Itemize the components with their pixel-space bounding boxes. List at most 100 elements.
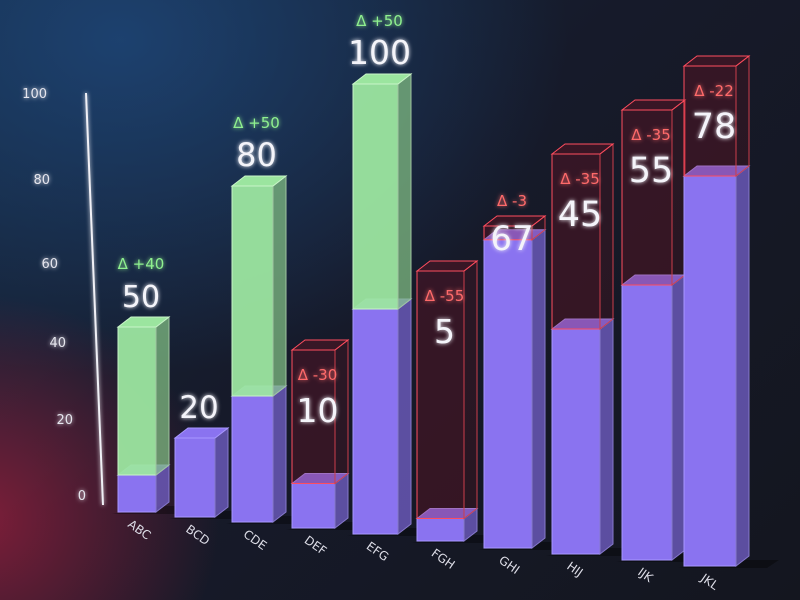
bar-labels: 50 Δ +40 20 80 Δ +50 10 Δ -30 100 Δ +50 5 Δ -55 67 Δ… bbox=[118, 12, 737, 430]
bar-base-segment bbox=[620, 273, 687, 562]
y-axis: 0 20 40 60 80 100 bbox=[22, 87, 104, 506]
x-tick-label: BCD bbox=[183, 522, 212, 548]
delta-label: Δ -22 bbox=[694, 82, 734, 100]
bar-base-segment bbox=[550, 317, 615, 556]
bar-base-segment-front bbox=[231, 395, 274, 523]
bar-decrease-ghost-front bbox=[291, 349, 336, 484]
bar-base-segment-side bbox=[671, 273, 686, 562]
bar-base-segment-front bbox=[483, 239, 533, 549]
bar-JKL bbox=[682, 54, 751, 568]
bar-base-segment-side bbox=[214, 426, 229, 519]
x-tick-label: ABC bbox=[125, 517, 153, 543]
x-tick-label: GHI bbox=[496, 553, 522, 577]
bar-base-segment bbox=[415, 507, 479, 543]
bar-base-segment-side bbox=[735, 164, 750, 568]
bar-increase-segment bbox=[230, 174, 288, 398]
bar-decrease-ghost bbox=[415, 259, 479, 520]
value-label: 80 bbox=[236, 136, 277, 174]
bar-decrease-ghost bbox=[290, 338, 350, 485]
bar-decrease-ghost-front bbox=[551, 153, 601, 330]
delta-label: Δ -55 bbox=[425, 287, 465, 305]
delta-label: Δ -30 bbox=[298, 366, 338, 384]
bar-base-segment bbox=[482, 228, 547, 550]
bar-increase-segment-side bbox=[155, 315, 170, 477]
bar-increase-segment bbox=[116, 315, 171, 477]
bar-base-segment-front bbox=[174, 437, 216, 518]
bar-base-segment-top bbox=[173, 427, 230, 439]
delta-label: Δ -35 bbox=[560, 170, 600, 188]
bar-decrease-ghost-side bbox=[671, 98, 686, 287]
bar-base-segment bbox=[351, 297, 413, 536]
x-tick-label: EFG bbox=[364, 539, 392, 564]
delta-label: Δ +40 bbox=[118, 255, 165, 273]
bar-decrease-ghost-top bbox=[482, 215, 547, 227]
bar-decrease-ghost bbox=[550, 142, 615, 331]
bar-increase-segment-top bbox=[116, 316, 171, 328]
bar-base-segment-front bbox=[551, 328, 601, 555]
y-tick-label: 40 bbox=[49, 336, 66, 351]
bar-base-segment-front bbox=[352, 308, 399, 535]
x-tick-label: JKL bbox=[697, 570, 721, 593]
bar-HIJ bbox=[550, 142, 615, 556]
bar-decrease-ghost-top bbox=[415, 260, 479, 272]
bars bbox=[116, 54, 751, 568]
bar-base-segment-front bbox=[291, 483, 336, 529]
delta-label: Δ -3 bbox=[497, 192, 527, 210]
bar-base-segment-side bbox=[397, 297, 412, 536]
bar-decrease-ghost-top bbox=[550, 143, 615, 155]
value-label: 45 bbox=[558, 195, 603, 235]
bar-increase-segment-side bbox=[397, 72, 412, 311]
y-tick-label: 20 bbox=[56, 413, 73, 428]
y-tick-label: 60 bbox=[41, 257, 58, 272]
bar-decrease-ghost-front bbox=[416, 270, 465, 519]
y-tick-label: 0 bbox=[78, 489, 86, 504]
value-label: 78 bbox=[692, 107, 737, 147]
bar-decrease-ghost-side bbox=[735, 54, 750, 178]
bar-ABC bbox=[116, 315, 171, 514]
bar-decrease-ghost-side bbox=[599, 142, 614, 331]
y-tick-label: 80 bbox=[33, 173, 50, 188]
bar-base-segment bbox=[682, 164, 751, 568]
bar-increase-segment bbox=[351, 72, 413, 311]
x-tick-label: HIJ bbox=[564, 559, 585, 580]
delta-label: Δ +50 bbox=[356, 12, 403, 30]
value-label: 50 bbox=[122, 280, 160, 315]
bar-base-segment-front bbox=[683, 175, 737, 567]
bar-decrease-ghost bbox=[682, 54, 751, 178]
bar-base-segment-side bbox=[599, 317, 614, 556]
bar-base-segment bbox=[230, 384, 288, 524]
bar-decrease-ghost-top bbox=[682, 55, 751, 67]
value-label: 100 bbox=[348, 33, 411, 72]
delta-label: Δ +50 bbox=[233, 114, 280, 132]
bar-base-segment-front bbox=[621, 284, 673, 561]
bar-decrease-ghost bbox=[482, 214, 547, 241]
bar-BCD bbox=[173, 426, 230, 519]
bar-EFG bbox=[351, 72, 413, 536]
bar-increase-segment-front bbox=[231, 185, 274, 397]
bar-increase-segment-side bbox=[272, 174, 287, 398]
bar-base-segment-side bbox=[531, 228, 546, 550]
bar-decrease-ghost bbox=[620, 98, 687, 287]
bar-increase-segment-front bbox=[117, 326, 157, 476]
x-tick-label: IJK bbox=[635, 565, 656, 586]
bar-base-segment bbox=[290, 472, 350, 530]
bar-base-segment-front bbox=[117, 474, 157, 513]
value-label: 20 bbox=[179, 390, 218, 426]
bar-increase-segment-top bbox=[230, 175, 288, 187]
bar-decrease-ghost-top bbox=[290, 339, 350, 351]
value-label: 10 bbox=[297, 391, 339, 430]
value-label: 55 bbox=[629, 151, 674, 191]
delta-label: Δ -35 bbox=[631, 126, 671, 144]
bar-FGH bbox=[415, 259, 479, 543]
bar-DEF bbox=[290, 338, 350, 530]
bar-decrease-ghost-top bbox=[620, 99, 687, 111]
y-tick-label: 100 bbox=[22, 87, 47, 102]
bar-GHI bbox=[482, 214, 547, 550]
y-axis-line bbox=[85, 92, 104, 506]
bar-increase-segment-top bbox=[351, 73, 413, 85]
x-tick-label: FGH bbox=[429, 546, 458, 572]
x-tick-label: CDE bbox=[241, 527, 270, 553]
bar-CDE bbox=[230, 174, 288, 524]
bar-base-segment-front bbox=[416, 518, 465, 542]
